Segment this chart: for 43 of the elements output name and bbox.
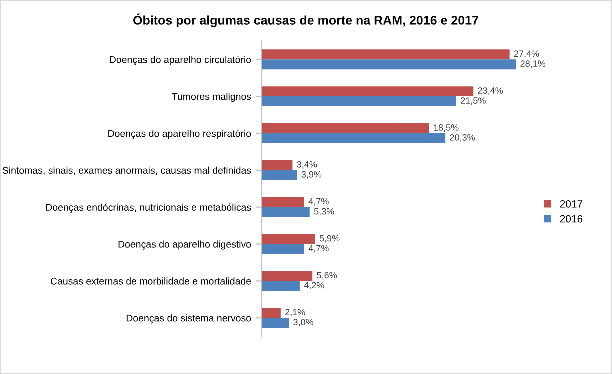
data-label: 18,5% (434, 124, 459, 132)
y-tick-label: Doenças do aparelho respiratório (108, 130, 252, 140)
y-tick-label: Doenças do sistema nervoso (126, 314, 252, 324)
data-label: 5,6% (317, 272, 338, 280)
data-label: 20,3% (450, 134, 476, 142)
bar (262, 234, 316, 244)
data-label: 4,7% (308, 198, 329, 206)
data-label: 3,0% (294, 319, 314, 327)
y-tick-label: Doenças do aparelho circulatório (110, 56, 252, 66)
bar (262, 60, 516, 70)
bar (262, 308, 281, 318)
y-tick-label: Tumores malignos (172, 93, 252, 102)
data-label: 28,1% (520, 60, 546, 68)
bar (262, 207, 310, 218)
bar (262, 271, 313, 282)
data-label: 21,5% (461, 98, 486, 106)
data-label: 5,3% (314, 208, 334, 216)
bar (262, 244, 304, 254)
y-tick-label: Sintomas, sinais, exames anormais, causas mal definidas (2, 166, 252, 176)
bar (262, 170, 298, 180)
y-tick-label: Doenças endócrinas, nutricionais e metabólicas (46, 204, 252, 213)
bar (262, 160, 293, 170)
data-label: 4,2% (304, 282, 324, 290)
data-label: 3,4% (297, 161, 318, 169)
data-label: 3,9% (302, 171, 322, 179)
bar (262, 50, 510, 60)
y-tick-label: Causas externas de morbilidade e mortalidade (50, 278, 252, 285)
bar (262, 318, 290, 328)
bar (262, 197, 304, 208)
legend-label: 2017 (560, 200, 583, 208)
bar (262, 86, 474, 97)
legend-label: 2016 (560, 215, 583, 223)
data-label: 27,4% (514, 50, 540, 58)
bar (262, 133, 446, 144)
data-label: 5,9% (320, 235, 340, 243)
data-label: 23,4% (478, 88, 504, 96)
bar (262, 124, 430, 134)
chart-title: Óbitos por algumas causas de morte na RAM, 2016 e 2017 (134, 14, 478, 28)
data-label: 2,1% (286, 309, 306, 317)
bar (262, 281, 300, 292)
data-label: 4,7% (308, 245, 329, 253)
y-tick-label: Doenças do aparelho digestivo (118, 240, 252, 250)
bar (262, 96, 456, 107)
